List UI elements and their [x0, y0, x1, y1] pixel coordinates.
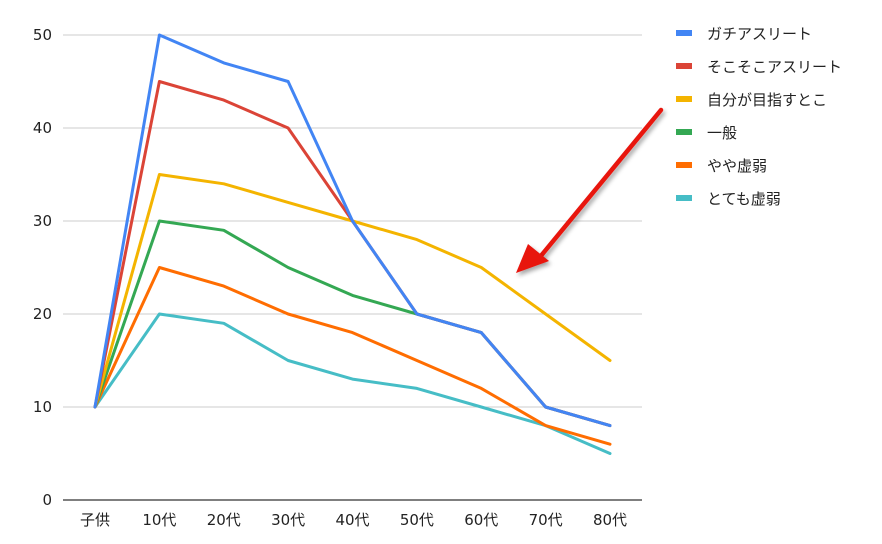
- legend-swatch-5: [676, 195, 692, 201]
- series-line-5: [93, 312, 612, 455]
- y-tick-label-40: 40: [33, 119, 52, 137]
- legend-label-2: 自分が目指すとこ: [707, 91, 827, 109]
- y-tick-label-0: 0: [42, 491, 52, 509]
- legend-swatch-4: [676, 162, 692, 168]
- x-tick-label-8: 80代: [593, 511, 627, 529]
- x-tick-label-6: 60代: [464, 511, 498, 529]
- legend-label-4: やや虚弱: [707, 157, 767, 175]
- x-tick-label-5: 50代: [400, 511, 434, 529]
- series-line-0: [93, 33, 612, 428]
- y-tick-label-10: 10: [33, 398, 52, 416]
- x-tick-label-7: 70代: [529, 511, 563, 529]
- axes: 0 10 20 30 40 50 子供 10代 20代 30代 40代 50代 60代 70代 80代: [33, 26, 642, 529]
- annotation: [516, 107, 664, 273]
- y-tick-label-20: 20: [33, 305, 52, 323]
- legend-swatch-3: [676, 129, 692, 135]
- legend-swatch-2: [676, 96, 692, 102]
- series-line-4: [93, 266, 612, 446]
- x-tick-label-1: 10代: [142, 511, 176, 529]
- red-arrow-head: [516, 244, 549, 273]
- x-tick-label-2: 20代: [207, 511, 241, 529]
- legend-label-0: ガチアスリート: [707, 25, 812, 43]
- x-tick-label-0: 子供: [80, 511, 110, 529]
- x-tick-label-3: 30代: [271, 511, 305, 529]
- legend-label-5: とても虚弱: [707, 190, 781, 208]
- legend-swatch-0: [676, 30, 692, 36]
- legend-label-1: そこそこアスリート: [707, 58, 842, 76]
- red-arrow-shaft: [537, 107, 664, 260]
- legend-label-3: 一般: [707, 124, 737, 142]
- series-line-2: [93, 173, 612, 409]
- series-lines: [93, 33, 612, 455]
- y-tick-label-50: 50: [33, 26, 52, 44]
- y-tick-label-30: 30: [33, 212, 52, 230]
- x-tick-label-4: 40代: [335, 511, 369, 529]
- legend-swatch-1: [676, 63, 692, 69]
